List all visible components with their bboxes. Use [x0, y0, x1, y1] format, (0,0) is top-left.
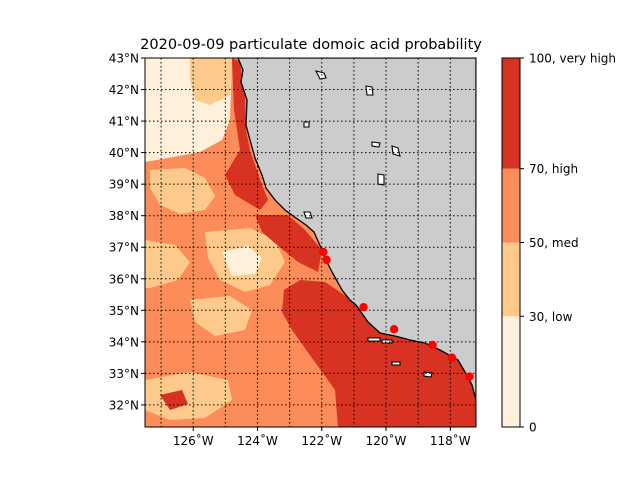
lat-axis: 43°N 42°N 41°N 40°N 39°N 38°N 37°N 36°N 35°N 34°N…: [109, 52, 145, 412]
prob-zone-high-monterey: [255, 215, 322, 272]
colorbar-segment: [502, 242, 520, 317]
lat-tick-label: 41°N: [109, 115, 139, 129]
map-frame: [144, 57, 477, 428]
colorbar-segment: [502, 58, 520, 169]
lon-tick-label: 124˚W: [237, 433, 278, 448]
prob-zone-med-southwest: [145, 372, 232, 420]
gridlines: [145, 58, 476, 427]
station-marker: [319, 247, 328, 257]
prob-zone-high-bight: [282, 280, 476, 427]
lat-tick-label: 43°N: [109, 52, 139, 66]
lat-tick-label: 37°N: [109, 241, 139, 255]
lat-tick-label: 32°N: [109, 398, 139, 412]
lon-tick-label: 120˚W: [366, 433, 407, 448]
lat-tick-label: 39°N: [109, 178, 139, 192]
prob-zone-low-lobe: [222, 246, 262, 276]
colorbar: 100, very high 70, high 50, med 30, low 0: [501, 52, 616, 435]
lat-tick-label: 42°N: [109, 83, 139, 97]
colorbar-tick-label: 50, med: [529, 236, 579, 250]
lat-tick-label: 36°N: [109, 272, 139, 286]
station-marker: [359, 302, 368, 312]
channel-island-1: [367, 337, 381, 342]
lake-3: [303, 121, 310, 128]
station-marker: [447, 353, 457, 362]
prob-zone-high-nearshore: [225, 58, 268, 210]
colorbar-tick-label: 70, high: [529, 162, 578, 176]
station-marker: [322, 255, 331, 265]
colorbar-tick-label: 0: [529, 421, 537, 435]
lon-axis: 126˚W 124˚W 122˚W 120˚W 118˚W: [173, 427, 471, 448]
lat-tick-label: 38°N: [109, 209, 139, 223]
prob-zone-med-central: [150, 168, 215, 214]
prob-zone-med-south: [190, 296, 252, 336]
prob-zone-med-north: [190, 58, 232, 105]
lat-tick-label: 35°N: [109, 304, 139, 318]
map-plot-area: [145, 58, 476, 427]
channel-island-3: [391, 361, 401, 366]
colorbar-segment: [502, 168, 520, 243]
colorbar-tick-label: 30, low: [529, 310, 573, 324]
lat-tick-label: 40°N: [109, 146, 139, 160]
lake-2: [365, 85, 374, 96]
colorbar-tick-label: 100, very high: [529, 52, 616, 66]
lake-1: [314, 70, 327, 80]
lon-tick-label: 118˚W: [430, 433, 471, 448]
lake-5: [371, 141, 381, 148]
station-marker: [465, 372, 474, 381]
chart-title: 2020-09-09 particulate domoic acid proba…: [140, 37, 482, 53]
lake-6: [377, 173, 385, 186]
lon-tick-label: 126˚W: [173, 433, 214, 448]
station-marker: [389, 325, 399, 334]
lat-tick-label: 33°N: [109, 367, 139, 381]
channel-island-4: [423, 371, 433, 378]
lake-4: [391, 145, 401, 157]
station-marker: [428, 340, 437, 350]
stations: [319, 247, 474, 381]
lon-tick-label: 122˚W: [301, 433, 342, 448]
lat-tick-label: 34°N: [109, 335, 139, 349]
bay-lake: [303, 211, 313, 219]
colorbar-segment: [502, 316, 520, 427]
prob-zone-med-west: [145, 240, 190, 288]
